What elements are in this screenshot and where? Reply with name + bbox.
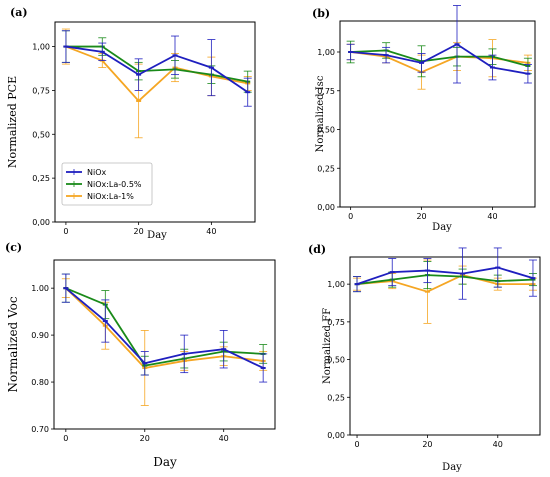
legend-box: [61, 162, 153, 206]
x-axis-label: Day: [153, 455, 177, 469]
plot-frame: [349, 256, 541, 436]
x-axis-label: Day: [147, 230, 167, 241]
series-niox-la-1-: [61, 28, 252, 139]
y-axis-label: Normalized FF: [322, 308, 333, 384]
y-tick-label: 0,25: [317, 164, 335, 173]
y-tick-label: 1,00: [327, 280, 345, 289]
legend: NiOx NiOx:La-0.5% NiOx:La-1%: [61, 162, 153, 206]
y-tick-label: 0.70: [31, 425, 49, 434]
series-line: [356, 266, 534, 286]
series-niox: [346, 5, 532, 84]
y-tick-label: 1,00: [317, 48, 335, 57]
y-tick-label: 0.80: [31, 378, 49, 387]
y-tick-label: 0,50: [32, 130, 50, 139]
plot-frame: [339, 20, 536, 208]
legend-label: NiOx:La-1%: [87, 192, 134, 201]
series-line: [350, 43, 529, 75]
x-axis-label: Day: [442, 462, 462, 473]
legend-item: NiOx:La-0.5%: [66, 180, 142, 189]
y-tick-label: 0,75: [317, 87, 335, 96]
series-niox: [353, 247, 537, 300]
x-tick-label: 40: [219, 434, 229, 443]
y-axis-label: Normalized Isc: [315, 75, 326, 152]
y-tick-label: 0,50: [327, 356, 345, 365]
y-tick-label: 0,50: [317, 126, 335, 135]
x-tick-label: 40: [487, 212, 497, 221]
x-tick-label: 20: [134, 227, 144, 236]
panel-label: (b): [312, 7, 330, 20]
legend-label: NiOx: [87, 168, 107, 177]
y-tick-label: 0,00: [327, 431, 345, 440]
x-tick-label: 0: [63, 434, 68, 443]
series-niox-la-1-: [61, 278, 268, 406]
plot-frame: [53, 259, 276, 430]
series-line: [65, 45, 248, 103]
y-tick-label: 0,75: [32, 86, 50, 95]
panel-label: (a): [10, 6, 28, 19]
plot-frame: [54, 21, 256, 223]
series-line: [356, 274, 534, 286]
panel-label: (c): [5, 241, 22, 254]
legend-label: NiOx:La-0.5%: [87, 180, 142, 189]
y-tick-label: 1,00: [32, 43, 50, 52]
y-tick-label: 0,00: [317, 203, 335, 212]
x-axis-label: Day: [432, 222, 452, 233]
series-niox-la-1-: [346, 39, 532, 90]
y-tick-label: 1.00: [31, 284, 49, 293]
series-line: [356, 274, 533, 293]
x-tick-label: 40: [206, 227, 216, 236]
series-niox-la-1-: [353, 259, 537, 324]
y-axis-label: Normalized Voc: [6, 296, 20, 392]
series-niox-la-0-5-: [61, 30, 252, 93]
y-tick-label: 0.90: [31, 331, 49, 340]
y-tick-label: 0,25: [32, 174, 50, 183]
x-tick-label: 20: [416, 212, 426, 221]
series-line: [65, 287, 264, 369]
x-tick-label: 0: [63, 227, 68, 236]
series-niox-la-0-5-: [61, 273, 268, 376]
series-line: [350, 49, 529, 67]
x-tick-label: 20: [140, 434, 150, 443]
panel-label: (d): [308, 243, 326, 256]
chart-panel-c: (c) 0.70 0.80 0.90 1.00 0 20 40 Day Normalized Vo…: [5, 241, 276, 469]
series-line: [65, 45, 249, 93]
chart-panel-b: (b) 0,00 0,25 0,50 0,75 1,00 0 20 40 Day Normalize…: [312, 5, 536, 233]
y-tick-label: 0,00: [32, 218, 50, 227]
series-line: [65, 287, 264, 369]
y-axis-label: Normalized PCE: [6, 76, 19, 168]
series-niox: [61, 30, 252, 107]
series-niox-la-0-5-: [346, 40, 532, 78]
series-line: [65, 45, 248, 83]
y-tick-label: 0,25: [327, 393, 345, 402]
chart-panel-a: (a) 0,00 0,25 0,50 0,75 1,00 0 20 40 Day Normalize…: [6, 6, 256, 241]
series-niox: [61, 273, 268, 383]
x-tick-label: 20: [422, 440, 432, 449]
y-tick-label: 0,75: [327, 318, 345, 327]
x-tick-label: 40: [493, 440, 503, 449]
x-tick-label: 0: [354, 440, 359, 449]
legend-item: NiOx: [66, 168, 107, 177]
legend-item: NiOx:La-1%: [66, 192, 134, 201]
x-tick-label: 0: [348, 212, 353, 221]
chart-panel-d: (d) 0,00 0,25 0,50 0,75 1,00 0 20 40 Day Normalize…: [308, 243, 541, 473]
